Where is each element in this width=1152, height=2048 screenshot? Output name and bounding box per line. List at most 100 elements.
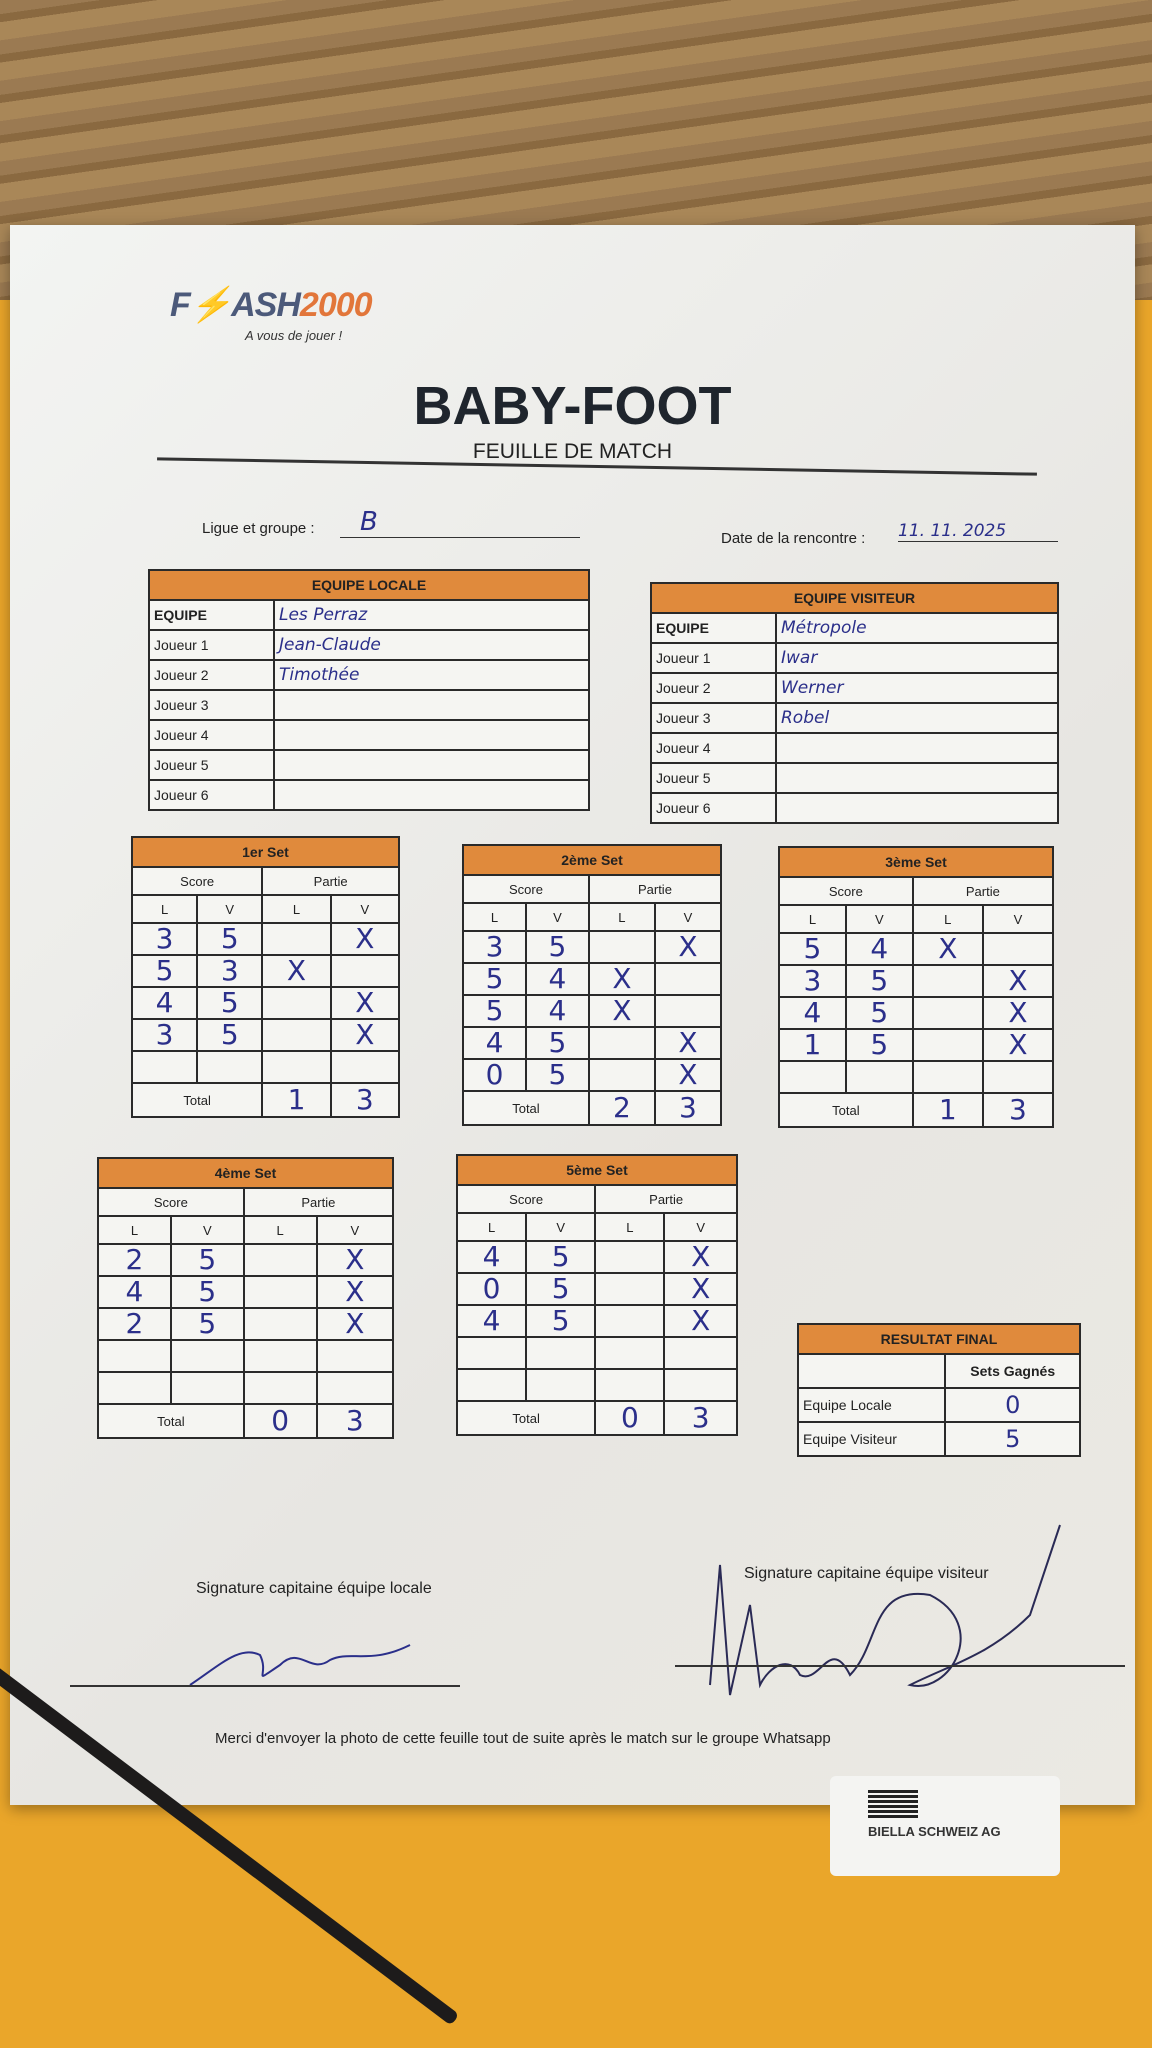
date-field[interactable]: 11. 11. 2025 xyxy=(898,521,1058,542)
score-cell[interactable]: 5 xyxy=(196,922,264,956)
partie-cell[interactable] xyxy=(242,1339,318,1373)
total-local[interactable]: 1 xyxy=(261,1082,332,1118)
partie-cell[interactable]: X xyxy=(663,1240,738,1274)
score-cell[interactable] xyxy=(130,1050,199,1084)
partie-cell[interactable]: X xyxy=(329,1018,401,1052)
player-name-field[interactable] xyxy=(775,792,1059,824)
score-cell[interactable]: 4 xyxy=(130,986,199,1020)
score-cell[interactable] xyxy=(169,1371,245,1405)
partie-cell[interactable] xyxy=(911,964,984,998)
score-cell[interactable]: 4 xyxy=(844,932,914,966)
score-cell[interactable]: 4 xyxy=(524,994,590,1028)
score-cell[interactable]: 5 xyxy=(524,1058,590,1092)
score-cell[interactable] xyxy=(778,1060,847,1094)
partie-cell[interactable]: X xyxy=(653,1058,723,1092)
partie-cell[interactable]: X xyxy=(981,1028,1055,1062)
partie-cell[interactable] xyxy=(911,1060,984,1094)
visitor-signature[interactable] xyxy=(690,1485,1110,1715)
score-cell[interactable]: 5 xyxy=(844,964,914,998)
score-cell[interactable]: 4 xyxy=(455,1304,528,1338)
partie-cell[interactable] xyxy=(315,1371,395,1405)
partie-cell[interactable] xyxy=(261,986,332,1020)
score-cell[interactable] xyxy=(525,1368,597,1402)
player-name-field[interactable]: Robel xyxy=(775,702,1059,734)
score-cell[interactable]: 5 xyxy=(844,1028,914,1062)
partie-cell[interactable]: X xyxy=(653,1026,723,1060)
partie-cell[interactable] xyxy=(663,1336,738,1370)
score-cell[interactable]: 4 xyxy=(778,996,847,1030)
partie-cell[interactable] xyxy=(594,1240,666,1274)
score-cell[interactable]: 5 xyxy=(169,1275,245,1309)
score-cell[interactable]: 2 xyxy=(97,1243,172,1277)
score-cell[interactable] xyxy=(97,1371,172,1405)
player-name-field[interactable]: Jean-Claude xyxy=(273,629,590,661)
total-visitor[interactable]: 3 xyxy=(981,1092,1055,1128)
partie-cell[interactable]: X xyxy=(981,996,1055,1030)
score-cell[interactable]: 5 xyxy=(196,986,264,1020)
score-cell[interactable]: 5 xyxy=(130,954,199,988)
score-cell[interactable]: 4 xyxy=(455,1240,528,1274)
partie-cell[interactable]: X xyxy=(981,964,1055,998)
result-value[interactable]: 5 xyxy=(944,1421,1081,1457)
score-cell[interactable]: 3 xyxy=(130,922,199,956)
score-cell[interactable]: 5 xyxy=(525,1272,597,1306)
score-cell[interactable] xyxy=(844,1060,914,1094)
partie-cell[interactable] xyxy=(587,1026,656,1060)
partie-cell[interactable]: X xyxy=(663,1304,738,1338)
total-visitor[interactable]: 3 xyxy=(663,1400,738,1436)
partie-cell[interactable]: X xyxy=(653,930,723,964)
score-cell[interactable]: 5 xyxy=(462,962,527,996)
partie-cell[interactable] xyxy=(315,1339,395,1373)
partie-cell[interactable] xyxy=(981,1060,1055,1094)
total-visitor[interactable]: 3 xyxy=(329,1082,401,1118)
player-name-field[interactable] xyxy=(775,762,1059,794)
player-name-field[interactable] xyxy=(775,732,1059,764)
partie-cell[interactable]: X xyxy=(329,922,401,956)
score-cell[interactable]: 3 xyxy=(462,930,527,964)
partie-cell[interactable]: X xyxy=(261,954,332,988)
score-cell[interactable] xyxy=(455,1336,528,1370)
partie-cell[interactable] xyxy=(653,962,723,996)
ligue-field[interactable]: B xyxy=(340,507,580,538)
score-cell[interactable]: 4 xyxy=(97,1275,172,1309)
score-cell[interactable]: 3 xyxy=(778,964,847,998)
total-local[interactable]: 2 xyxy=(587,1090,656,1126)
score-cell[interactable]: 2 xyxy=(97,1307,172,1341)
partie-cell[interactable] xyxy=(242,1371,318,1405)
score-cell[interactable]: 5 xyxy=(169,1243,245,1277)
partie-cell[interactable] xyxy=(594,1336,666,1370)
player-name-field[interactable] xyxy=(273,749,590,781)
local-signature[interactable] xyxy=(180,1625,480,1695)
partie-cell[interactable] xyxy=(911,1028,984,1062)
player-name-field[interactable]: Iwar xyxy=(775,642,1059,674)
partie-cell[interactable] xyxy=(911,996,984,1030)
partie-cell[interactable] xyxy=(242,1275,318,1309)
partie-cell[interactable]: X xyxy=(587,994,656,1028)
player-name-field[interactable]: Métropole xyxy=(775,612,1059,644)
partie-cell[interactable] xyxy=(242,1243,318,1277)
partie-cell[interactable] xyxy=(261,1050,332,1084)
partie-cell[interactable] xyxy=(594,1272,666,1306)
partie-cell[interactable]: X xyxy=(663,1272,738,1306)
partie-cell[interactable] xyxy=(242,1307,318,1341)
total-visitor[interactable]: 3 xyxy=(315,1403,395,1439)
partie-cell[interactable] xyxy=(329,954,401,988)
player-name-field[interactable] xyxy=(273,719,590,751)
total-local[interactable]: 0 xyxy=(594,1400,666,1436)
total-local[interactable]: 0 xyxy=(242,1403,318,1439)
score-cell[interactable] xyxy=(97,1339,172,1373)
partie-cell[interactable] xyxy=(261,1018,332,1052)
result-value[interactable]: 0 xyxy=(944,1387,1081,1423)
player-name-field[interactable]: Werner xyxy=(775,672,1059,704)
partie-cell[interactable] xyxy=(587,930,656,964)
player-name-field[interactable] xyxy=(273,779,590,811)
player-name-field[interactable]: Timothée xyxy=(273,659,590,691)
score-cell[interactable] xyxy=(455,1368,528,1402)
score-cell[interactable]: 5 xyxy=(524,1026,590,1060)
partie-cell[interactable] xyxy=(329,1050,401,1084)
partie-cell[interactable]: X xyxy=(315,1275,395,1309)
partie-cell[interactable] xyxy=(981,932,1055,966)
partie-cell[interactable] xyxy=(594,1304,666,1338)
total-visitor[interactable]: 3 xyxy=(653,1090,723,1126)
partie-cell[interactable] xyxy=(587,1058,656,1092)
